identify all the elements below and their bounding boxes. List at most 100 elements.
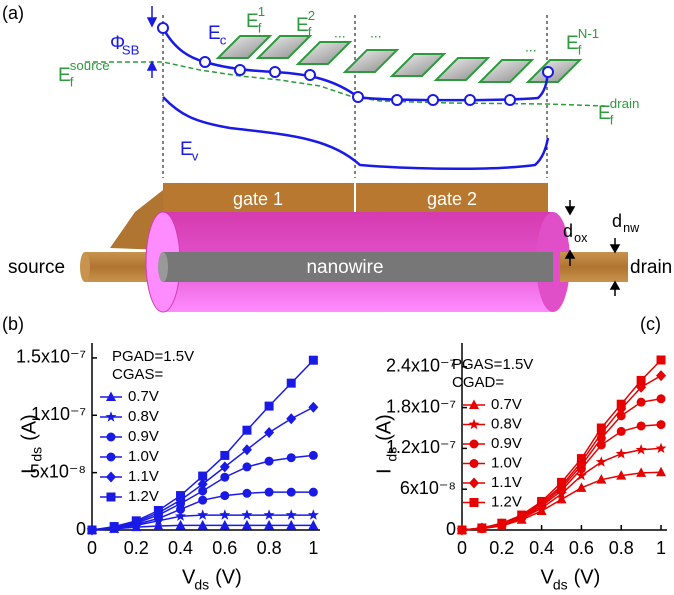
legend-marker <box>107 453 116 462</box>
legend-marker <box>469 478 479 489</box>
marker <box>286 509 297 519</box>
legend-annotation: PGAD=1.5V <box>112 348 194 365</box>
fermi-n1-label-sup: N-1 <box>578 26 599 41</box>
legend-label: 1.2V <box>491 493 522 510</box>
gate-label: gate 1 <box>233 189 283 209</box>
y-axis-label-sub: ds <box>28 447 44 462</box>
marker <box>657 420 666 429</box>
legend-label: 0.7V <box>491 396 522 413</box>
x-tick-label: 1 <box>308 538 318 558</box>
legend-marker <box>105 411 116 421</box>
marker <box>656 443 667 453</box>
marker <box>636 444 647 454</box>
conduction-band-label-sub: c <box>220 33 227 48</box>
marker <box>154 506 163 515</box>
legend-label: 1.1V <box>491 474 522 491</box>
fermi-source-label-sup: source <box>70 58 110 73</box>
fermi-2-label-sup: 2 <box>308 8 315 23</box>
legend-label: 0.7V <box>128 388 159 405</box>
marker <box>637 421 646 430</box>
marker <box>616 448 627 458</box>
gate-label: gate 2 <box>427 189 477 209</box>
marker <box>656 467 666 477</box>
x-tick-label: 0.8 <box>609 538 634 558</box>
marker <box>656 370 666 381</box>
marker <box>220 491 229 500</box>
marker <box>242 426 251 435</box>
x-tick-label: 0.8 <box>257 538 282 558</box>
x-axis-label-sub: ds <box>194 576 209 592</box>
fermi-1-label-sub: f <box>258 21 262 36</box>
marker <box>198 472 207 481</box>
legend-annotation: PGAS=1.5V <box>452 356 533 373</box>
marker <box>265 457 274 466</box>
marker <box>132 516 141 525</box>
legend-label: 0.9V <box>491 435 522 452</box>
x-axis-label-unit: (V) <box>574 566 601 588</box>
source-end <box>80 252 90 282</box>
marker <box>219 509 230 519</box>
marker <box>577 454 586 463</box>
x-tick-label: 0.6 <box>212 538 237 558</box>
panel-label: (a) <box>2 3 24 23</box>
x-tick-label: 0.4 <box>529 538 554 558</box>
marker <box>198 496 207 505</box>
legend-marker <box>468 419 479 429</box>
valence-band-label-sub: v <box>192 149 199 164</box>
dox-label-sub: ox <box>574 231 588 245</box>
marker <box>287 379 296 388</box>
marker <box>557 478 566 487</box>
marker <box>497 519 506 528</box>
ellipsis: ... <box>370 25 382 41</box>
page: {"diagram": {"panel_label": "(a)", "phi_… <box>0 0 674 595</box>
marker <box>309 356 318 365</box>
marker <box>176 491 185 500</box>
y-tick-label: 2.4x10⁻⁷ <box>386 356 456 376</box>
legend-label: 0.8V <box>128 408 159 425</box>
legend-marker <box>470 498 479 507</box>
marker <box>286 413 296 424</box>
y-tick-label: 6x10⁻⁸ <box>400 478 456 498</box>
x-axis-label-unit: (V) <box>215 566 242 588</box>
x-axis-label-sub: ds <box>553 576 568 592</box>
dnw-label-sub: nw <box>623 221 640 235</box>
marker <box>308 509 319 519</box>
x-tick-label: 0.2 <box>124 538 149 558</box>
legend-marker <box>470 459 479 468</box>
drain-label: drain <box>630 257 672 278</box>
dox-label: d <box>563 221 573 241</box>
source-label: source <box>8 257 65 278</box>
marker <box>617 427 626 436</box>
fermi-n1-label-sub: f <box>578 43 582 58</box>
marker <box>264 427 274 438</box>
y-axis-label-sub: ds <box>383 447 399 462</box>
marker <box>637 398 646 407</box>
x-tick-label: 0.4 <box>168 538 193 558</box>
marker <box>309 451 318 460</box>
marker <box>220 451 229 460</box>
legend-label: 1.2V <box>128 488 159 505</box>
marker <box>242 444 252 455</box>
marker <box>517 511 526 520</box>
marker <box>657 394 666 403</box>
legend-label: 0.8V <box>491 415 522 432</box>
y-tick-label: 1.8x10⁻⁷ <box>386 396 456 416</box>
fermi-drain-label-sup: drain <box>610 96 640 111</box>
legend-marker <box>107 433 116 442</box>
legend-label: 1.1V <box>128 468 159 485</box>
legend-label: 1.0V <box>491 454 522 471</box>
marker <box>220 473 229 482</box>
panel-label: (c) <box>640 314 661 334</box>
y-axis-label: I <box>18 468 40 474</box>
device <box>80 183 628 312</box>
x-tick-label: 0.6 <box>569 538 594 558</box>
x-tick-label: 0 <box>457 538 467 558</box>
marker <box>88 526 97 535</box>
marker <box>287 488 296 497</box>
legend-label: 1.0V <box>128 448 159 465</box>
y-tick-label: 0 <box>76 519 86 539</box>
marker <box>458 526 467 535</box>
y-tick-label: 1.5x10⁻⁷ <box>16 347 86 367</box>
x-tick-label: 0.2 <box>489 538 514 558</box>
fermi-1-label-sup: 1 <box>258 4 265 19</box>
